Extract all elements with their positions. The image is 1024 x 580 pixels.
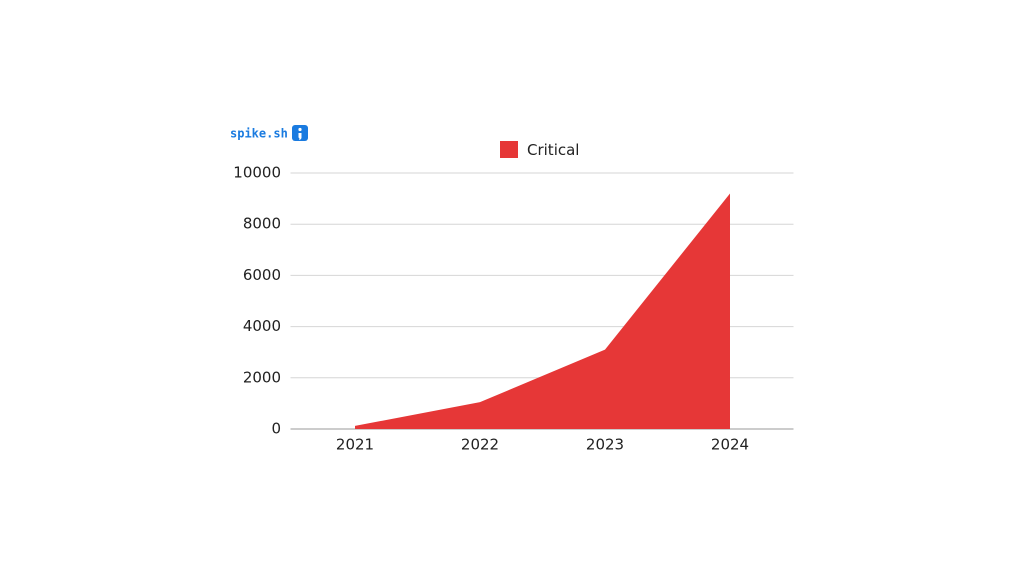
y-tick-label: 10000: [233, 164, 281, 182]
x-tick-label: 2024: [711, 436, 749, 454]
logo-icon: [292, 125, 308, 141]
logo-text: spike.sh: [230, 127, 288, 141]
y-tick-label: 8000: [243, 215, 281, 233]
y-tick-label: 0: [271, 420, 281, 438]
y-tick-label: 2000: [243, 368, 281, 386]
area: [355, 193, 730, 429]
legend-swatch: [500, 141, 518, 158]
y-tick-label: 6000: [243, 266, 281, 284]
legend-label: Critical: [527, 141, 579, 159]
x-tick-label: 2023: [586, 436, 624, 454]
x-tick-label: 2021: [336, 436, 374, 454]
y-tick-label: 4000: [243, 317, 281, 335]
x-tick-label: 2022: [461, 436, 499, 454]
